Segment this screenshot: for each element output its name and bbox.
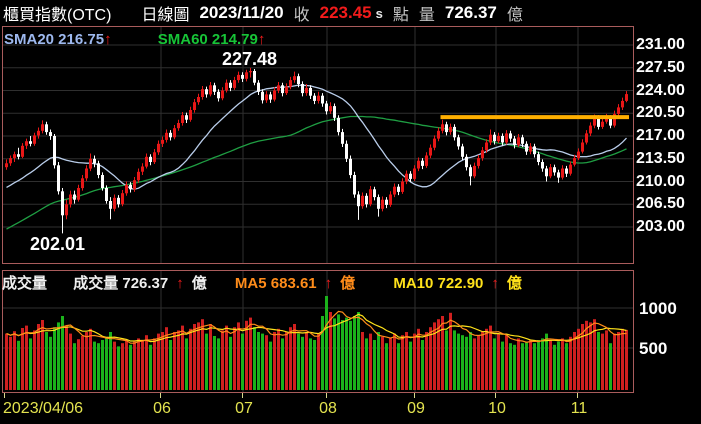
close-value: 223.45 <box>319 3 372 22</box>
x-axis-tick <box>577 393 578 398</box>
ma10-unit: 億 <box>506 275 522 292</box>
ma5-up-arrow-icon: ↑ <box>324 275 333 292</box>
price-axis-label: 203.00 <box>636 218 685 235</box>
x-axis-label: 2023/04/06 <box>3 400 84 417</box>
x-axis-tick <box>160 393 161 398</box>
volume-value: 726.37 <box>444 3 497 22</box>
price-legend: SMA20 216.75↑ SMA60 214.79↑ <box>4 31 265 48</box>
price-axis-label: 227.50 <box>636 59 685 76</box>
sma60-label: SMA60 214.79 <box>157 31 258 48</box>
volume-chart[interactable] <box>3 271 633 392</box>
sma60-up-arrow-icon: ↑ <box>257 31 266 48</box>
ma5-label: MA5 683.61 <box>234 275 317 292</box>
ma10-label: MA10 722.90 <box>393 275 484 292</box>
symbol-name: 櫃買指數(OTC) <box>3 7 112 24</box>
volume-chart-panel <box>2 270 634 393</box>
trade-date: 2023/11/20 <box>199 3 284 22</box>
x-axis-tick <box>326 393 327 398</box>
x-axis-label: 10 <box>488 400 506 417</box>
price-axis-label: 231.00 <box>636 36 685 53</box>
x-axis-tick <box>414 393 415 398</box>
volume-legend: 成交量 成交量 726.37 ↑ 億 MA5 683.61 ↑ 億 MA10 722.9… <box>2 272 632 293</box>
price-axis-label: 217.00 <box>636 127 685 144</box>
x-axis-tick <box>242 393 243 398</box>
price-chart-panel <box>2 26 634 264</box>
price-axis-label: 224.00 <box>636 82 685 99</box>
x-axis-tick <box>495 393 496 398</box>
price-axis-label: 210.00 <box>636 173 685 190</box>
volume-up-arrow-icon: ↑ <box>176 275 184 292</box>
volume-axis-label: 500 <box>639 339 668 358</box>
ma5-unit: 億 <box>340 275 356 292</box>
close-flag: s <box>375 5 383 21</box>
x-axis-tick <box>4 393 5 398</box>
x-axis-label: 11 <box>570 400 588 417</box>
price-chart[interactable] <box>3 27 633 263</box>
volume-unit-label: 億 <box>191 275 207 292</box>
price-axis-label: 213.50 <box>636 150 685 167</box>
volume-axis-label: 1000 <box>639 299 677 318</box>
high-annotation: 227.48 <box>222 49 278 69</box>
close-label: 收 <box>293 7 310 24</box>
header-bar: 櫃買指數(OTC) 日線圖 2023/11/20 收 223.45 s 點 量 … <box>0 0 701 26</box>
sma20-up-arrow-icon: ↑ <box>104 31 112 48</box>
price-axis-label: 206.50 <box>636 195 685 212</box>
x-axis-label: 07 <box>235 400 253 417</box>
volume-value-label: 成交量 726.37 <box>73 275 169 292</box>
volume-panel-title: 成交量 <box>2 275 48 292</box>
period-label[interactable]: 日線圖 <box>141 7 190 24</box>
low-annotation: 202.01 <box>30 234 86 254</box>
volume-unit: 億 <box>506 7 523 24</box>
price-axis-label: 220.50 <box>636 104 685 121</box>
volume-label: 量 <box>418 7 435 24</box>
ma10-up-arrow-icon: ↑ <box>491 275 499 292</box>
x-axis-label: 08 <box>319 400 337 417</box>
x-axis-label: 06 <box>153 400 171 417</box>
sma20-label: SMA20 216.75 <box>4 31 105 48</box>
points-label: 點 <box>392 7 409 24</box>
x-axis-label: 09 <box>407 400 425 417</box>
